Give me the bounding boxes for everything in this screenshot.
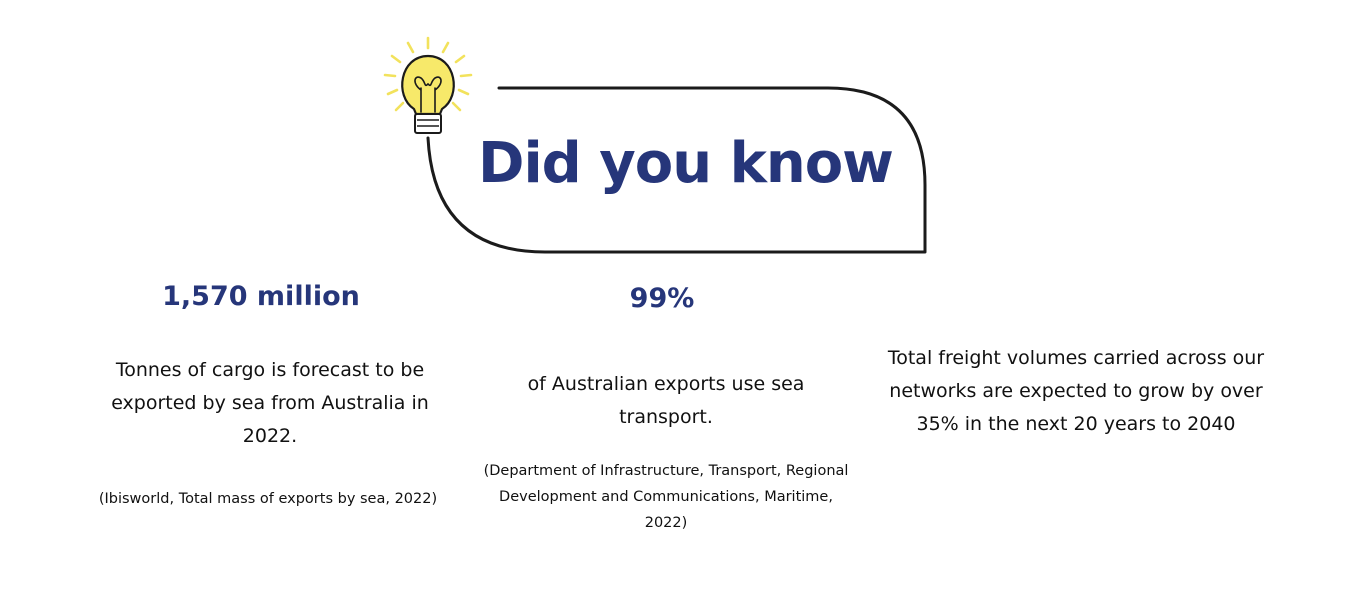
fact-1-stat: 1,570 million [162,281,360,312]
page-title: Did you know [478,131,894,196]
fact-1-description: Tonnes of cargo is forecast to be export… [111,359,429,447]
fact-2-stat: 99% [629,283,695,314]
bubble-outline [426,86,927,254]
fact-3-description: Total freight volumes carried across our… [887,347,1265,435]
fact-2-source: (Department of Infrastructure, Transport… [483,463,849,531]
fact-1-source: (Ibisworld, Total mass of exports by sea… [98,491,438,507]
lightbulb-icon [383,36,473,134]
fact-2-description: of Australian exports use sea transport. [527,373,805,428]
